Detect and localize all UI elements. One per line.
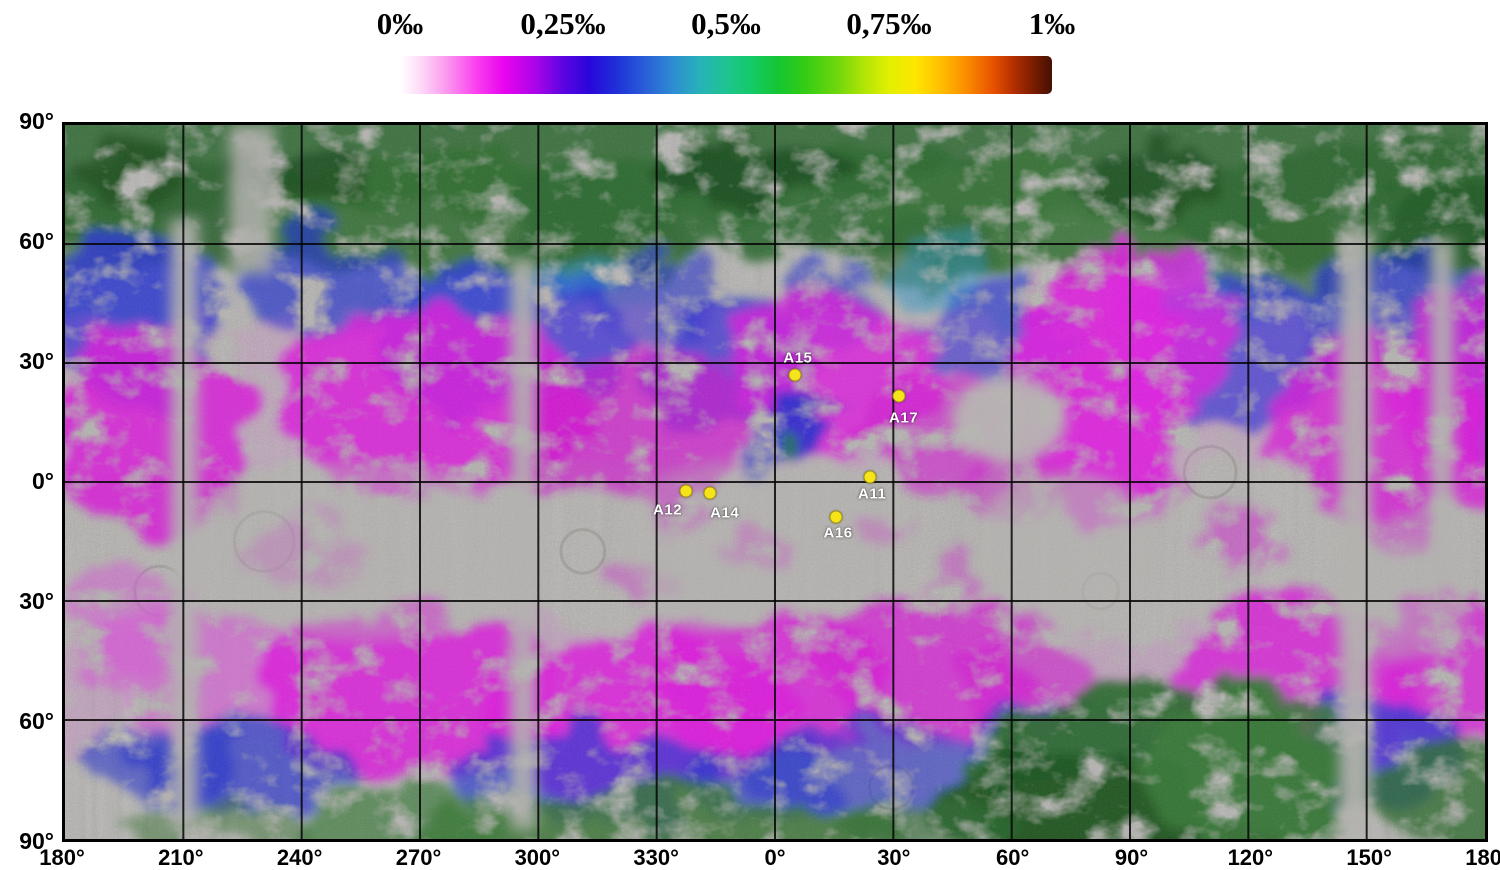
- longitude-tick-label: 90°: [1114, 845, 1149, 870]
- longitude-tick-label: 30°: [877, 845, 911, 870]
- latitude-tick-label: 30°: [19, 348, 54, 374]
- apollo-site-marker: [679, 484, 693, 498]
- latitude-tick-label: 30°: [19, 588, 54, 614]
- longitude-tick-label: 240°: [276, 845, 323, 870]
- colorbar-tick-label: 0,75‰: [846, 6, 932, 41]
- colorbar-tick-label: 0,25‰: [520, 6, 606, 41]
- longitude-tick-label: 120°: [1227, 845, 1274, 870]
- apollo-site-marker: [863, 470, 877, 484]
- apollo-site-marker: [703, 486, 717, 500]
- latitude-tick-label: 90°: [19, 828, 54, 854]
- latitude-tick-label: 60°: [19, 228, 54, 254]
- lunar-map-panel: A15 A17 A11 A12 A14 A16: [62, 122, 1488, 842]
- longitude-tick-label: 180°: [39, 845, 85, 870]
- longitude-tick-label: 0°: [764, 845, 786, 870]
- apollo-site-label: A11: [858, 485, 887, 503]
- longitude-tick-label: 150°: [1346, 845, 1392, 870]
- apollo-site-marker: [892, 389, 906, 403]
- apollo-site-label: A16: [823, 524, 853, 542]
- apollo-site-label: A15: [783, 349, 813, 367]
- latitude-tick-label: 60°: [19, 708, 54, 734]
- longitude-tick-label: 60°: [996, 845, 1030, 870]
- apollo-site-label: A14: [710, 504, 740, 522]
- latitude-tick-label: 0°: [32, 468, 54, 494]
- longitude-tick-label: 330°: [633, 845, 679, 870]
- apollo-site-label: A17: [889, 409, 919, 427]
- longitude-tick-label: 300°: [514, 845, 561, 870]
- apollo-site-marker: [788, 368, 802, 382]
- colorbar-tick-label: 1‰: [1028, 6, 1076, 41]
- apollo-site-label: A12: [653, 501, 683, 519]
- colorbar-tick-label: 0,5‰: [691, 6, 761, 41]
- apollo-sites-layer: A15 A17 A11 A12 A14 A16: [65, 125, 1485, 839]
- longitude-tick-label: 210°: [158, 845, 204, 870]
- longitude-tick-label: 180°: [1465, 845, 1500, 870]
- latitude-tick-label: 90°: [19, 108, 54, 134]
- colorbar-gradient-bar: [400, 56, 1052, 94]
- apollo-site-marker: [829, 510, 843, 524]
- map-grid-lines: [65, 125, 1485, 839]
- colorbar-tick-label: 0‰: [376, 6, 424, 41]
- longitude-tick-label: 270°: [395, 845, 442, 870]
